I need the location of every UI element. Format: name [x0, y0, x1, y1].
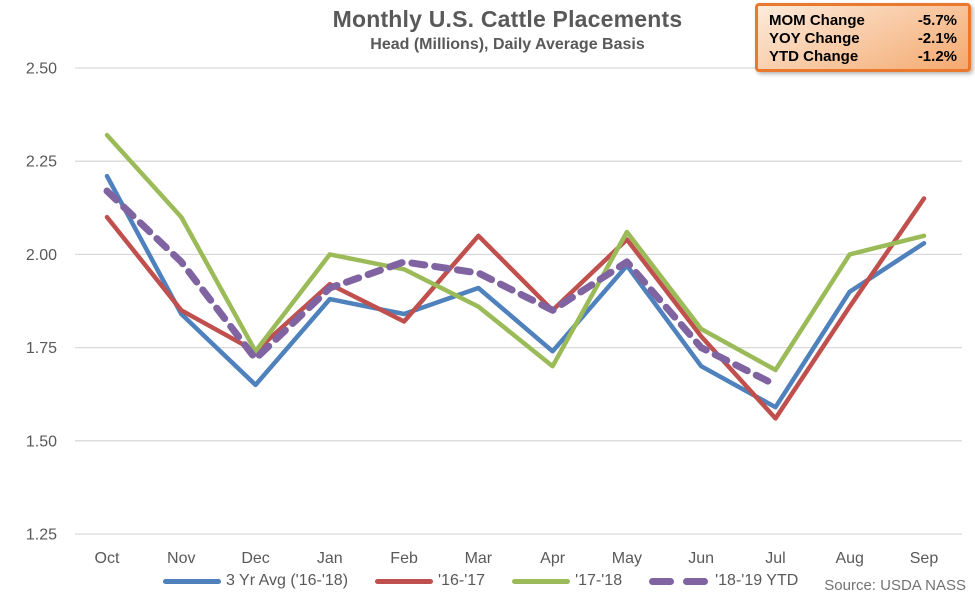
- series-line-y18-19-ytd: [103, 187, 779, 389]
- x-tick-label-feb: Feb: [390, 550, 418, 567]
- y-tick-label-1.75: 1.75: [26, 340, 57, 357]
- y-tick-label-2.00: 2.00: [26, 247, 57, 264]
- series-line-y17-18: [104, 132, 927, 373]
- stat-label-ytd: YTD Change: [769, 48, 859, 65]
- legend-line-sample-17-18: [512, 578, 571, 584]
- x-tick-label-sep: Sep: [910, 550, 939, 567]
- stats-box: MOM Change -5.7% YOY Change -2.1% YTD Ch…: [755, 3, 971, 72]
- x-tick-label-may: May: [612, 550, 642, 567]
- y-tick-label-1.25: 1.25: [26, 527, 57, 544]
- source-note: Source: USDA NASS: [824, 577, 966, 594]
- stat-row-ytd: YTD Change -1.2%: [769, 48, 957, 66]
- legend-label-ytd: '18-'19 YTD: [715, 572, 799, 589]
- legend-item-17-18: '17-'18: [512, 572, 622, 590]
- stat-row-mom: MOM Change -5.7%: [769, 12, 957, 30]
- legend-dash: [683, 577, 709, 585]
- stat-label-yoy: YOY Change: [769, 30, 860, 47]
- legend-label-avg: 3 Yr Avg ('16-'18): [226, 572, 349, 589]
- legend-line-sample-16-17: [375, 578, 434, 584]
- legend-dash: [649, 577, 675, 585]
- chart-title: Monthly U.S. Cattle Placements: [332, 6, 683, 32]
- x-tick-label-dec: Dec: [241, 550, 269, 567]
- stat-value-ytd: -1.2%: [917, 48, 957, 65]
- stat-label-mom: MOM Change: [769, 12, 865, 29]
- series-line-avg-16-18: [104, 173, 927, 410]
- legend-item-16-17: '16-'17: [375, 572, 485, 590]
- x-tick-label-apr: Apr: [540, 550, 566, 567]
- legend-line-sample-avg: [163, 578, 221, 584]
- legend: 3 Yr Avg ('16-'18) '16-'17 '17-'18 '18-'…: [163, 570, 798, 592]
- x-tick-label-jun: Jun: [688, 550, 714, 567]
- y-tick-label-1.50: 1.50: [26, 433, 57, 450]
- x-tick-label-mar: Mar: [465, 550, 493, 567]
- chart-subtitle: Head (Millions), Daily Average Basis: [370, 36, 645, 53]
- legend-item-avg-16-18: 3 Yr Avg ('16-'18): [163, 572, 348, 590]
- x-tick-label-oct: Oct: [95, 550, 120, 567]
- stat-row-yoy: YOY Change -2.1%: [769, 30, 957, 48]
- legend-dash-sample-ytd: [649, 577, 709, 585]
- x-tick-label-jan: Jan: [317, 550, 343, 567]
- stat-value-yoy: -2.1%: [917, 30, 957, 47]
- x-tick-label-nov: Nov: [167, 550, 195, 567]
- y-tick-label-2.50: 2.50: [26, 61, 57, 78]
- legend-label-16-17: '16-'17: [438, 572, 486, 589]
- stat-value-mom: -5.7%: [917, 12, 957, 29]
- x-tick-label-aug: Aug: [835, 550, 863, 567]
- legend-label-17-18: '17-'18: [575, 572, 623, 589]
- legend-item-18-19-ytd: '18-'19 YTD: [649, 572, 798, 590]
- y-tick-label-2.25: 2.25: [26, 154, 57, 171]
- x-tick-label-jul: Jul: [765, 550, 785, 567]
